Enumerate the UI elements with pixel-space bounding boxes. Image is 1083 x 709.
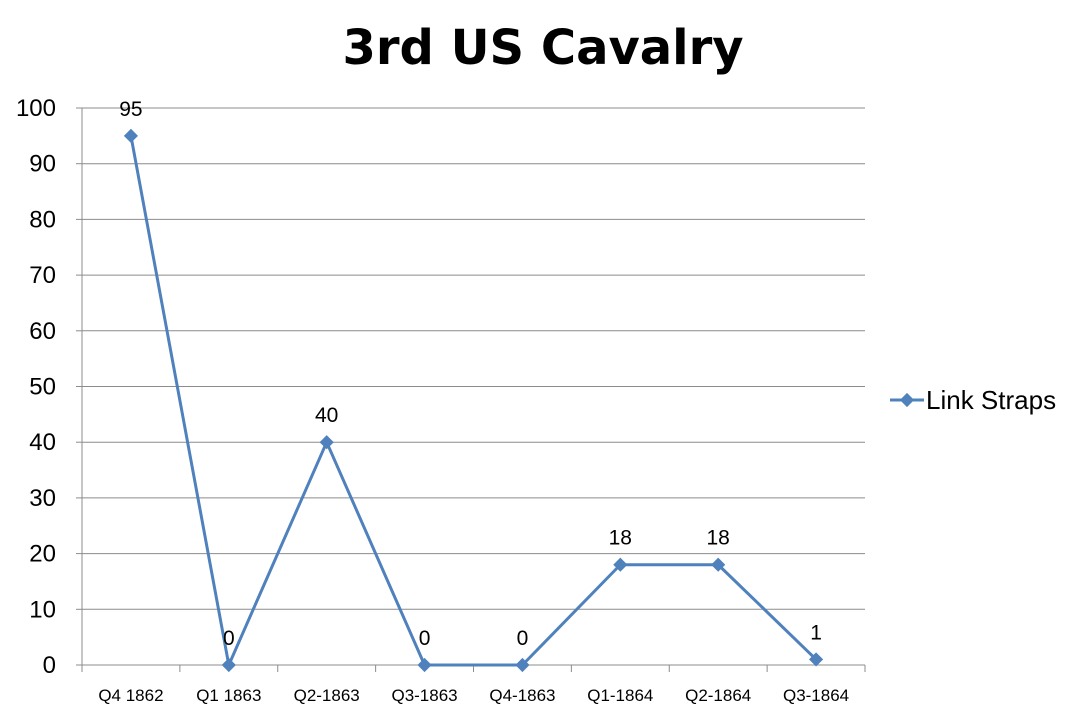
data-label: 0 [517, 627, 529, 650]
chart-title: 3rd US Cavalry [342, 20, 743, 76]
data-label: 18 [707, 527, 730, 550]
legend-diamond-marker [899, 392, 915, 408]
y-tick-label: 30 [29, 485, 56, 512]
y-tick-label: 40 [29, 429, 56, 456]
x-tick-label: Q4 1862 [98, 686, 163, 705]
axes [76, 107, 866, 672]
x-tick-label: Q1-1864 [587, 686, 653, 705]
data-label: 18 [609, 527, 632, 550]
data-point-marker [808, 652, 824, 667]
data-point-marker [711, 557, 726, 572]
y-tick-label: 100 [16, 95, 56, 122]
data-point-marker [417, 657, 432, 673]
y-tick-label: 10 [29, 596, 56, 623]
data-labels: 95 0 40 0 0 18 18 1 [119, 98, 822, 650]
data-point-marker [613, 557, 628, 572]
data-label: 0 [223, 627, 235, 650]
data-label: 1 [810, 621, 822, 644]
data-point-marker [319, 435, 334, 450]
x-tick-label: Q1 1863 [196, 686, 261, 705]
y-axis-tick-labels: 0 10 20 30 40 50 60 70 80 90 100 [16, 95, 56, 679]
x-tick-label: Q2-1864 [685, 686, 751, 705]
data-point-marker [515, 657, 530, 673]
data-point-marker [123, 128, 139, 143]
y-tick-label: 80 [29, 206, 56, 233]
series-line-0 [129, 135, 818, 667]
y-tick-label: 70 [29, 262, 56, 289]
legend: Link Straps [890, 385, 1056, 415]
y-tick-label: 90 [29, 151, 56, 178]
series-layer [123, 128, 824, 673]
y-tick-label: 20 [29, 541, 56, 568]
x-axis-tick-labels: Q4 1862 Q1 1863 Q2-1863 Q3-1863 Q4-1863 Q1-18… [98, 686, 849, 705]
x-tick-label: Q4-1863 [489, 686, 555, 705]
x-tick-label: Q3-1864 [783, 686, 849, 705]
x-tick-label: Q3-1863 [391, 686, 457, 705]
data-point-marker [221, 657, 236, 673]
gridlines [82, 107, 865, 610]
y-tick-label: 60 [29, 318, 56, 345]
y-tick-label: 0 [43, 652, 56, 679]
legend-entry-label: Link Straps [926, 385, 1056, 415]
data-label: 40 [315, 404, 338, 427]
data-label: 95 [119, 98, 142, 121]
data-label: 0 [419, 627, 431, 650]
y-tick-label: 50 [29, 374, 56, 401]
x-tick-label: Q2-1863 [294, 686, 360, 705]
